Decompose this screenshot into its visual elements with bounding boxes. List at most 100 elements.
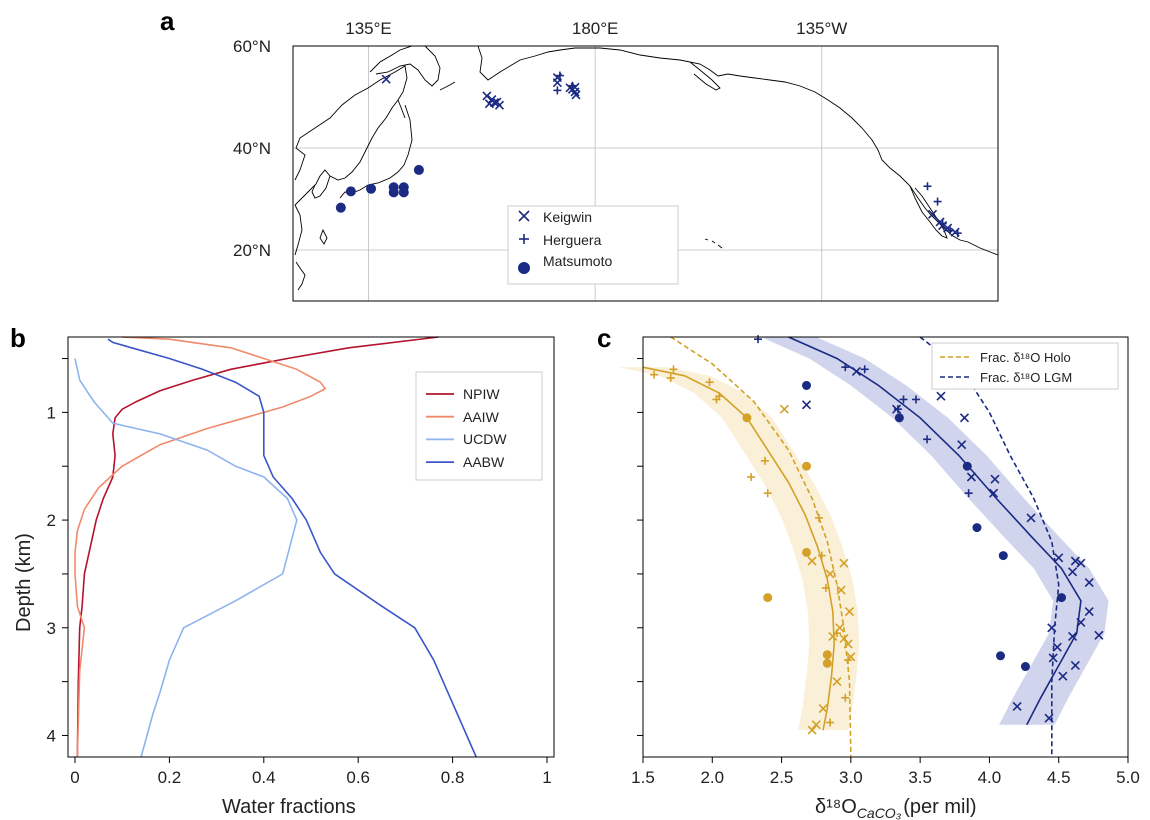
keigwin-marker-stroke — [494, 100, 505, 110]
lgm-x-marker-stroke — [1084, 607, 1094, 617]
d18o-panel: 1.5 2.0 2.5 3.0 3.5 4.0 4.5 5.0 δ¹⁸OCaCO₃ (per m… — [618, 335, 1140, 820]
panel-b-frame — [67, 336, 555, 758]
lgm-x-marker — [1076, 558, 1086, 568]
herguera-marker — [568, 81, 577, 90]
holocene-plus-marker — [760, 456, 769, 465]
lgm-x-marker — [1094, 630, 1104, 640]
lgm-x-marker-stroke — [1012, 701, 1022, 711]
legend-item-keigwin: Keigwin — [543, 209, 592, 225]
herguera-marker — [933, 197, 942, 206]
panel-c-legend-box — [931, 342, 1119, 390]
keigwin-marker — [927, 209, 938, 219]
holocene-plus-marker — [821, 583, 830, 592]
lgm-x-marker — [1068, 567, 1078, 577]
herguera-marker — [946, 226, 955, 235]
map-tick-labels: 135°E 180°E 135°W 60°N 40°N 20°N — [233, 19, 847, 260]
map-lat-tick-label: 60°N — [233, 37, 271, 56]
holocene-x-marker-stroke — [818, 703, 828, 714]
panel-c-xlabel-main: δ¹⁸O — [815, 796, 857, 818]
keigwin-marker — [482, 91, 492, 101]
line-ucdw — [74, 358, 298, 758]
holocene-plus-marker — [833, 629, 841, 638]
lgm-x-marker — [1048, 653, 1058, 663]
holocene-x-marker — [832, 677, 842, 687]
lgm-x-marker-stroke — [959, 413, 970, 423]
legend-marker-keigwin — [518, 210, 530, 222]
lgm-x-marker — [1026, 513, 1036, 523]
lgm-x-marker — [1084, 577, 1094, 588]
lgm-x-marker-stroke — [1054, 553, 1064, 563]
matsumoto-marker — [366, 183, 377, 194]
matsumoto-marker — [398, 187, 409, 198]
panel-c-letter: c — [597, 323, 611, 353]
lgm-x-marker — [851, 366, 861, 377]
lgm-x-marker — [957, 440, 967, 450]
lgm-x-marker-stroke — [1070, 660, 1080, 671]
lgm-x-marker — [1076, 617, 1086, 627]
line-aabw — [107, 338, 477, 758]
lgm-x-marker-stroke — [1076, 558, 1086, 568]
panel-c-xtick-label: 2.0 — [700, 768, 724, 787]
holocene-x-marker-stroke — [839, 558, 849, 568]
herguera-marker — [953, 229, 962, 238]
panel-b-xtick-label: 0.2 — [158, 768, 182, 787]
holocene-x-marker — [779, 404, 789, 414]
holocene-plus-marker — [763, 489, 772, 498]
holocene-plus-marker — [844, 656, 853, 665]
map-legend-box — [507, 205, 679, 285]
lgm-x-marker-stroke — [966, 472, 976, 482]
holocene-plus-marker — [669, 365, 678, 374]
keigwin-marker-stroke — [482, 91, 492, 101]
panel-c-frame — [642, 336, 1129, 758]
keigwin-marker-stroke — [927, 209, 938, 219]
herguera-marker — [555, 71, 564, 80]
lgm-frac-line — [919, 336, 1060, 757]
holocene-dot-marker — [802, 461, 812, 471]
holocene-plus-marker — [712, 395, 721, 404]
legend-item-frac-holo: Frac. δ¹⁸O Holo — [980, 350, 1071, 365]
holocene-dot-marker — [822, 650, 832, 660]
legend-item-frac-lgm: Frac. δ¹⁸O LGM — [980, 370, 1072, 385]
keigwin-marker-stroke — [571, 90, 581, 100]
keigwin-marker-stroke — [381, 74, 391, 84]
panel-b-xtick-label: 1 — [542, 768, 551, 787]
map-markers — [335, 71, 962, 238]
panel-c-xtick-label: 4.0 — [978, 768, 1002, 787]
holocene-smooth-line — [642, 366, 836, 731]
holocene-plus-marker — [817, 551, 826, 560]
map-lon-tick-label: 180°E — [572, 19, 619, 38]
holocene-x-marker-stroke — [807, 725, 817, 735]
holocene-x-marker — [839, 558, 849, 568]
lgm-plus-marker — [754, 335, 763, 344]
coastlines — [294, 45, 999, 291]
panel-b-ytick-label: 4 — [47, 726, 56, 745]
lgm-x-marker-stroke — [989, 488, 999, 498]
holocene-plus-marker — [814, 513, 823, 522]
panel-b-letter: b — [10, 323, 26, 353]
lgm-x-marker-stroke — [1044, 713, 1054, 723]
holocene-dot-marker — [822, 658, 832, 668]
legend-item-ucdw: UCDW — [463, 431, 507, 447]
lgm-x-marker-stroke — [1070, 556, 1080, 566]
panel-b-ytick-label: 2 — [47, 511, 56, 530]
lgm-plus-marker — [860, 365, 869, 374]
lgm-x-marker-stroke — [990, 474, 1000, 484]
lgm-plus-marker — [911, 395, 920, 404]
keigwin-marker-stroke — [943, 223, 953, 233]
lgm-x-marker-stroke — [1084, 577, 1094, 588]
lgm-dot-marker — [996, 651, 1006, 661]
panel-c-ticks: 1.5 2.0 2.5 3.0 3.5 4.0 4.5 5.0 — [631, 358, 1140, 787]
holocene-plus-marker — [650, 370, 659, 379]
d18o-confidence-bands — [618, 337, 1109, 731]
holocene-dot-marker — [802, 547, 812, 557]
map-frame — [292, 45, 999, 302]
lgm-x-marker-stroke — [936, 391, 946, 401]
lgm-x-marker-stroke — [1094, 630, 1104, 640]
holocene-x-marker — [818, 703, 828, 714]
lgm-x-marker-stroke — [801, 400, 812, 410]
lgm-dot-marker — [1020, 662, 1030, 672]
lgm-dot-marker — [962, 461, 972, 471]
water-fraction-panel: 0 0.2 0.4 0.6 0.8 1 1 2 3 4 Water fractions Depth… — [13, 336, 555, 818]
lgm-x-marker-stroke — [1068, 567, 1078, 577]
holocene-x-marker-stroke — [844, 607, 855, 617]
